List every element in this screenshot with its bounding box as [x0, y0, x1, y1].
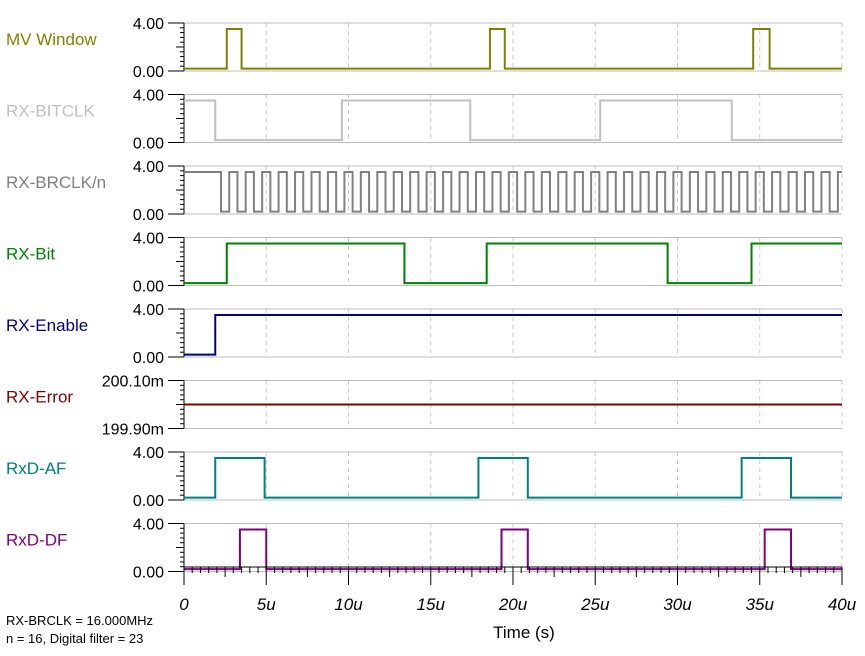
- series-label: RxD-DF: [6, 531, 67, 550]
- series-label: RX-Bit: [6, 245, 55, 264]
- panel-rx-brclk-n: 4.00 0.00 RX-BRCLK/n: [6, 159, 843, 224]
- series-label: RX-BITCLK: [6, 102, 95, 121]
- x-tick-label: 0: [179, 595, 189, 614]
- waveform-rx-enable: [184, 314, 842, 356]
- waveform-rxd-df: [184, 528, 842, 571]
- x-tick-label: 25u: [580, 595, 610, 614]
- y-tick-label-bottom: 0.00: [133, 64, 164, 81]
- y-tick-label-bottom: 0.00: [133, 565, 164, 582]
- x-tick-label: 10u: [334, 595, 363, 614]
- y-tick-label-top: 4.00: [133, 16, 164, 33]
- series-label: RxD-AF: [6, 459, 66, 478]
- x-tick-label: 5u: [257, 595, 276, 614]
- y-tick-label-top: 4.00: [133, 302, 164, 319]
- y-tick-label-bottom: 0.00: [133, 207, 164, 224]
- footnote-line-2: n = 16, Digital filter = 23: [6, 631, 143, 646]
- y-tick-label-top: 4.00: [133, 445, 164, 462]
- series-label: RX-Error: [6, 388, 73, 407]
- y-tick-label-top: 4.00: [133, 88, 164, 105]
- x-tick-label: 35u: [746, 595, 775, 614]
- x-tick-label: 15u: [417, 595, 446, 614]
- y-tick-label-bottom: 0.00: [133, 136, 164, 153]
- x-tick-label: 30u: [663, 595, 692, 614]
- waveform-rxd-af: [184, 457, 842, 499]
- panel-rx-bitclk: 4.00 0.00 RX-BITCLK: [6, 88, 843, 153]
- series-label: MV Window: [6, 30, 97, 49]
- y-tick-label-bottom: 199.90m: [102, 422, 164, 439]
- y-tick-label-bottom: 0.00: [133, 350, 164, 367]
- x-axis-label: Time (s): [493, 623, 555, 642]
- y-tick-label-bottom: 0.00: [133, 493, 164, 510]
- waveform-rx-brclk-n: [184, 171, 842, 213]
- footnote-line-1: RX-BRCLK = 16.000MHz: [6, 613, 153, 628]
- waveform-rx-bit: [184, 242, 842, 285]
- panel-rxd-df: 4.00 0.00 RxD-DF: [6, 517, 843, 582]
- y-tick-label-top: 4.00: [133, 159, 164, 176]
- y-tick-label-top: 4.00: [133, 517, 164, 534]
- panel-rxd-af: 4.00 0.00 RxD-AF: [6, 445, 843, 510]
- panel-rx-enable: 4.00 0.00 RX-Enable: [6, 302, 843, 367]
- waveform-mv-window: [184, 28, 842, 70]
- y-tick-label-top: 200.10m: [102, 374, 164, 391]
- series-label: RX-BRCLK/n: [6, 173, 106, 192]
- waveform-rx-bitclk: [184, 99, 842, 142]
- x-tick-label: 20u: [498, 595, 528, 614]
- series-label: RX-Enable: [6, 316, 88, 335]
- panel-mv-window: 4.00 0.00 MV Window: [6, 16, 843, 81]
- panel-rx-error: 200.10m 199.90m RX-Error: [6, 374, 843, 439]
- panel-rx-bit: 4.00 0.00 RX-Bit: [6, 231, 843, 296]
- y-tick-label-bottom: 0.00: [133, 279, 164, 296]
- x-tick-label: 40u: [828, 595, 857, 614]
- y-tick-label-top: 4.00: [133, 231, 164, 248]
